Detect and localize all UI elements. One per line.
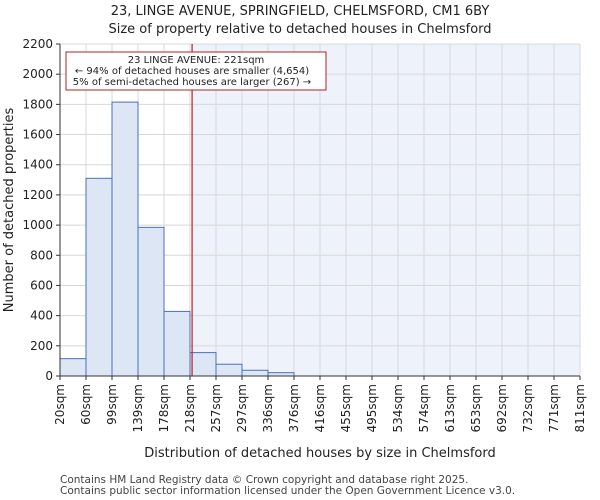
y-tick-label: 1800 [22, 97, 53, 111]
y-tick-label: 800 [30, 248, 53, 262]
axis-layer [56, 43, 581, 380]
background-layer [192, 44, 580, 376]
histogram-bar [241, 369, 269, 377]
histogram-bar [189, 352, 217, 377]
annotation-line-1: 23 LINGE AVENUE: 221sqm [128, 55, 265, 66]
x-tick-label: 257sqm [209, 384, 223, 432]
x-tick-label: 218sqm [183, 384, 197, 432]
histogram-bar [215, 363, 243, 377]
footer-copyright: Contains HM Land Registry data © Crown c… [60, 474, 469, 486]
histogram-bar [137, 226, 165, 377]
y-tick-labels: 0 200 400 600 800 1000 1200 1400 1600 1800 2000 220… [22, 37, 53, 383]
x-tick-label: 732sqm [521, 384, 535, 432]
x-tick-label: 811sqm [573, 384, 587, 432]
x-tick-label: 99sqm [105, 384, 119, 425]
x-tick-label: 416sqm [313, 384, 327, 432]
x-tick-label: 376sqm [287, 384, 301, 432]
x-tick-label: 139sqm [131, 384, 145, 432]
histogram-bar [111, 101, 139, 377]
y-tick-label: 600 [30, 278, 53, 292]
x-tick-label: 495sqm [365, 384, 379, 432]
x-tick-label: 653sqm [469, 384, 483, 432]
y-tick-label: 2000 [22, 67, 53, 81]
larger-region-shading [192, 44, 580, 376]
histogram-bar [163, 310, 191, 377]
x-tick-label: 771sqm [547, 384, 561, 432]
x-tick-label: 455sqm [339, 384, 353, 432]
y-tick-label: 1400 [22, 158, 53, 172]
chart-title: 23, LINGE AVENUE, SPRINGFIELD, CHELMSFOR… [110, 4, 490, 19]
x-tick-label: 613sqm [443, 384, 457, 432]
x-tick-label: 692sqm [495, 384, 509, 432]
x-tick-label: 20sqm [53, 384, 67, 425]
x-tick-label: 534sqm [391, 384, 405, 432]
y-tick-label: 400 [30, 309, 53, 323]
y-tick-label: 2200 [22, 37, 53, 51]
annotation-line-3: 5% of semi-detached houses are larger (2… [73, 77, 311, 88]
bar-layer [59, 101, 295, 377]
y-tick-label: 1000 [22, 218, 53, 232]
histogram-bar [85, 177, 113, 377]
annotation-box: 23 LINGE AVENUE: 221sqm ← 94% of detache… [65, 51, 327, 91]
x-tick-label: 178sqm [157, 384, 171, 432]
y-tick-label: 1200 [22, 188, 53, 202]
x-tick-label: 297sqm [235, 384, 249, 432]
chart-subtitle: Size of property relative to detached ho… [108, 22, 492, 37]
x-tick-label: 574sqm [417, 384, 431, 432]
y-tick-label: 1600 [22, 128, 53, 142]
y-axis-title: Number of detached properties [2, 108, 17, 313]
footer-licence: Contains public sector information licen… [60, 485, 516, 497]
histogram-bar [59, 358, 87, 377]
x-axis-title: Distribution of detached houses by size … [144, 446, 496, 461]
annotation-line-2: ← 94% of detached houses are smaller (4,… [75, 66, 309, 77]
x-tick-label: 336sqm [261, 384, 275, 432]
x-tick-label: 60sqm [79, 384, 93, 425]
y-tick-label: 200 [30, 339, 53, 353]
y-tick-label: 0 [45, 369, 53, 383]
x-tick-labels: 20sqm 60sqm 99sqm 139sqm 178sqm 218sqm 257sqm 2… [53, 384, 587, 432]
